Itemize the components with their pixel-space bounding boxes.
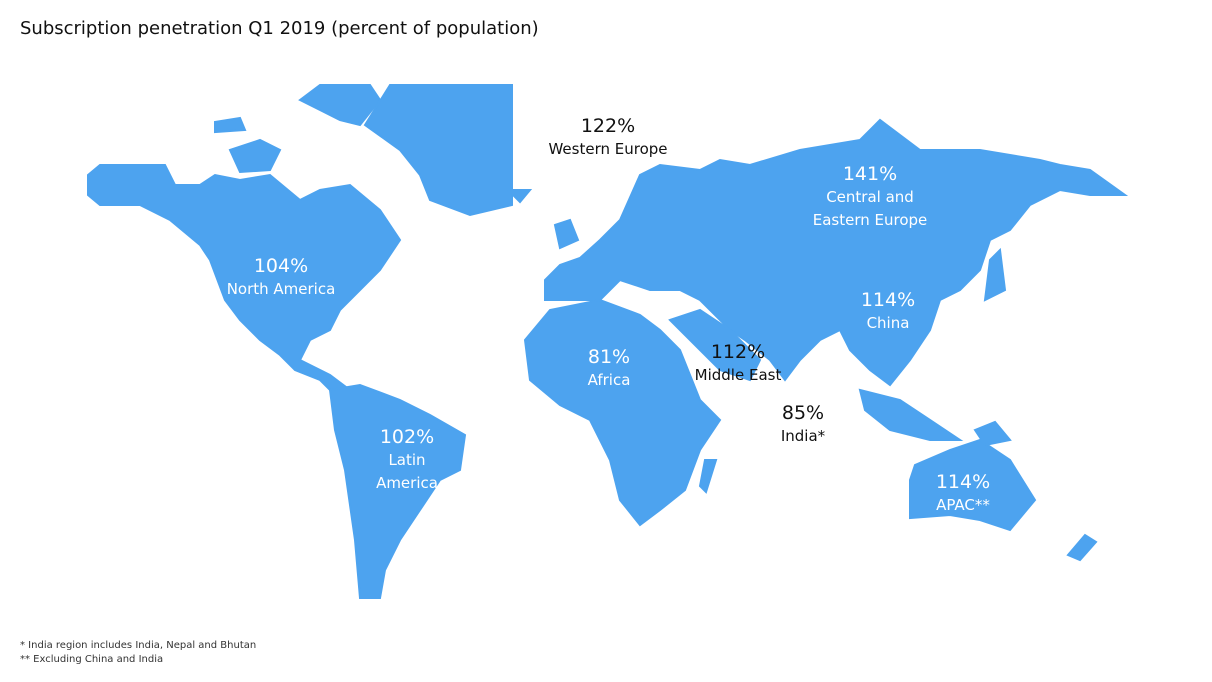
uk [553, 218, 580, 250]
region-name: Central and [826, 188, 914, 206]
region-name: APAC** [936, 496, 990, 514]
region-value: 102% [380, 426, 434, 448]
region-value: 114% [936, 471, 990, 493]
arctic-islands [214, 116, 247, 134]
footnote: ** Excluding China and India [20, 654, 163, 665]
region-value: 112% [711, 341, 765, 363]
region-value: 104% [254, 255, 308, 277]
region-value: 141% [843, 163, 897, 185]
arctic-islands [228, 138, 282, 174]
region-name: India* [781, 427, 826, 445]
africa [523, 298, 722, 527]
new-guinea [973, 420, 1012, 447]
new-zealand [1066, 533, 1098, 562]
region-name: China [867, 314, 910, 332]
region-value: 85% [782, 402, 824, 424]
region-name: Latin [388, 451, 425, 469]
footnote: * India region includes India, Nepal and… [20, 640, 256, 651]
region-value: 122% [581, 115, 635, 137]
australia [909, 438, 1037, 532]
region-value: 114% [861, 289, 915, 311]
labels: 104% North America 102% Latin America 122% Wes… [227, 115, 991, 514]
eurasia [544, 118, 1129, 387]
se-asia-islands [858, 388, 964, 441]
region-name: America [376, 474, 438, 492]
region-name: Africa [588, 371, 631, 389]
region-name: Western Europe [548, 140, 667, 158]
japan [983, 247, 1007, 302]
arabia [668, 308, 762, 382]
iceland [505, 189, 533, 204]
region-value: 81% [588, 346, 630, 368]
madagascar [698, 459, 718, 494]
title: Subscription penetration Q1 2019 (percen… [20, 18, 539, 39]
latin-america [328, 383, 467, 599]
world-map [87, 84, 1129, 599]
greenland [363, 84, 513, 217]
region-name: Middle East [695, 366, 782, 384]
arctic-islands [298, 84, 382, 127]
region-name: North America [227, 280, 336, 298]
region-name: Eastern Europe [813, 211, 928, 229]
north-america [87, 164, 402, 402]
